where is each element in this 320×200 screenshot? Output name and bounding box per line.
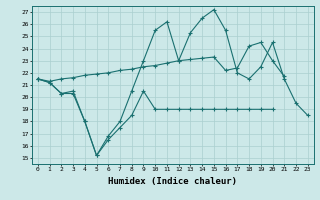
X-axis label: Humidex (Indice chaleur): Humidex (Indice chaleur) xyxy=(108,177,237,186)
